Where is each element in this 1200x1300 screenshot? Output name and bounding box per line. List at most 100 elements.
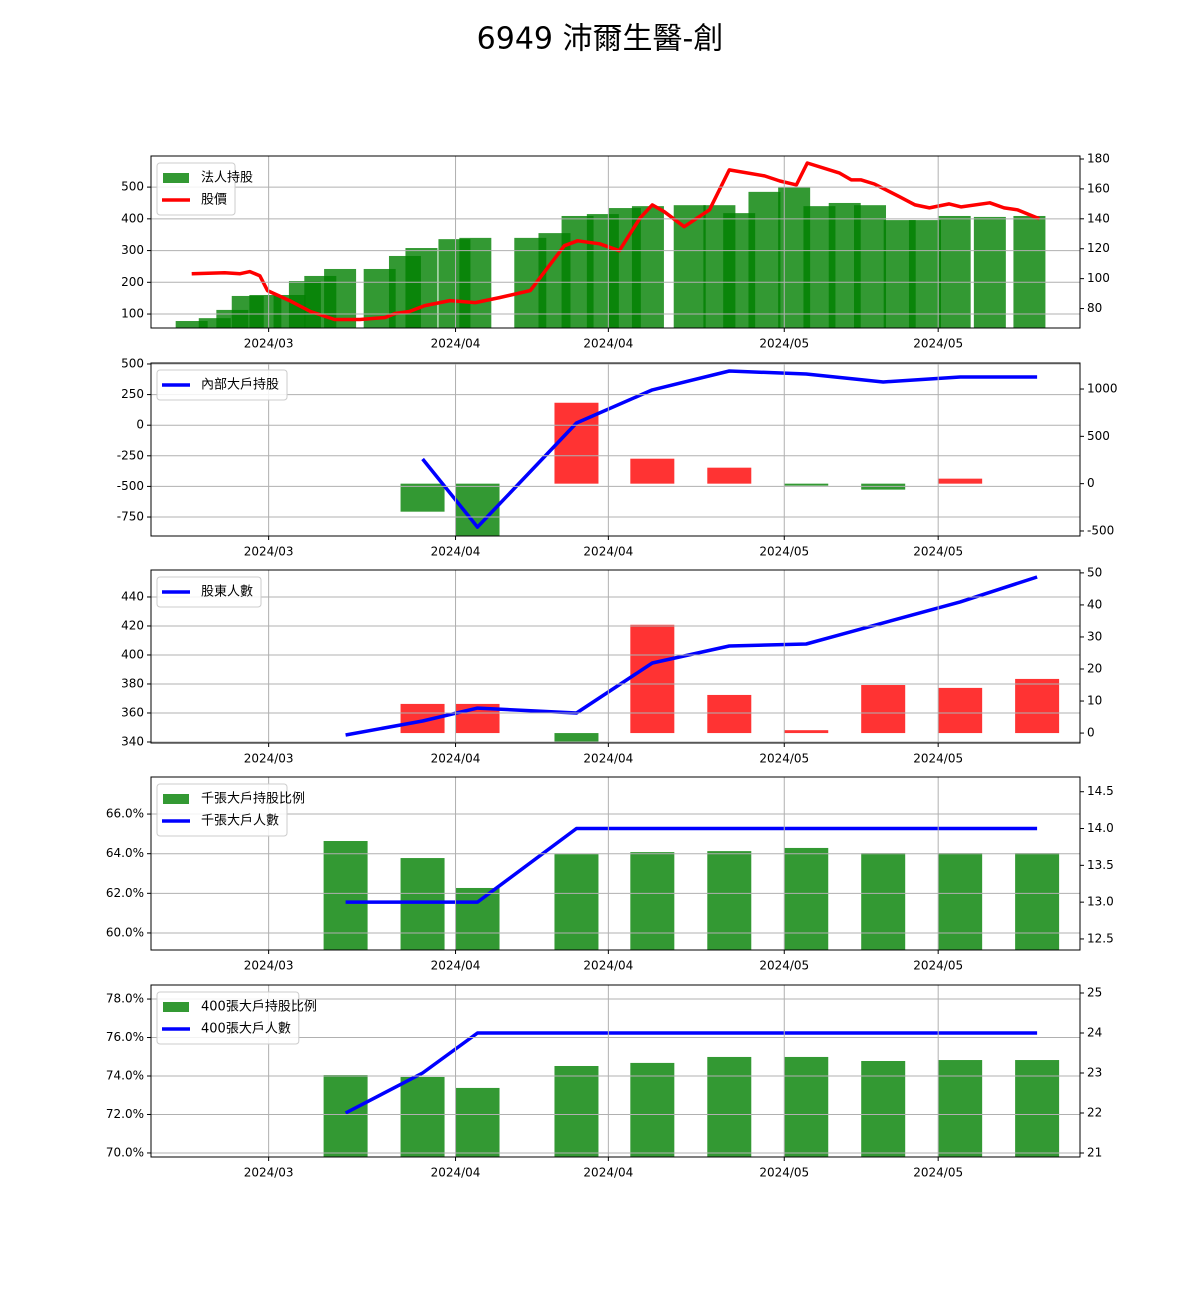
bar xyxy=(784,1056,829,1157)
y-tick-label: 380 xyxy=(121,676,144,690)
y2-tick-label: 13.0 xyxy=(1087,895,1114,909)
x-tick-label: 2024/03 xyxy=(244,752,294,766)
x-tick-label: 2024/05 xyxy=(759,1166,809,1180)
bar xyxy=(631,206,664,328)
legend-box xyxy=(156,576,262,608)
bar xyxy=(938,1060,983,1157)
bar xyxy=(1015,1060,1060,1157)
y-tick-label: 62.0% xyxy=(106,886,144,900)
axes-frame xyxy=(150,362,1081,537)
legend-swatch xyxy=(163,794,189,804)
y2-tick-label: 0 xyxy=(1087,726,1095,740)
x-tick-label: 2024/04 xyxy=(431,1166,481,1180)
bar xyxy=(908,220,941,328)
y2-tick-label: 160 xyxy=(1087,181,1110,195)
x-tick-label: 2024/04 xyxy=(431,959,481,973)
panel: 2024/03 2024/04 2024/04 2024/05 2024/05 -750 -… xyxy=(117,356,1118,558)
x-tick-label: 2024/04 xyxy=(583,337,633,351)
bar xyxy=(861,1060,906,1157)
panel: 2024/03 2024/04 2024/04 2024/05 2024/05 100 20… xyxy=(121,151,1110,350)
legend-box xyxy=(156,991,300,1045)
legend-swatch xyxy=(163,1002,189,1012)
bar xyxy=(175,321,208,328)
y-tick-label: -250 xyxy=(117,448,144,462)
bar xyxy=(748,191,781,328)
bar xyxy=(630,852,675,950)
y-tick-label: 500 xyxy=(121,180,144,194)
y2-tick-label: 21 xyxy=(1087,1146,1102,1160)
y-tick-label: 440 xyxy=(121,589,144,603)
bar xyxy=(400,1076,445,1157)
legend-label: 法人持股 xyxy=(201,171,253,186)
x-tick-label: 2024/05 xyxy=(913,1166,963,1180)
bar xyxy=(973,216,1006,328)
x-tick-label: 2024/04 xyxy=(431,752,481,766)
bar xyxy=(938,215,971,328)
y2-tick-label: 40 xyxy=(1087,597,1102,611)
legend-label: 400張大戶人數 xyxy=(201,1022,291,1037)
y2-tick-label: 12.5 xyxy=(1087,931,1114,945)
plot-area xyxy=(323,826,1060,950)
bar xyxy=(673,205,706,328)
bar xyxy=(630,624,675,734)
y2-tick-label: 14.0 xyxy=(1087,821,1114,835)
bar xyxy=(1015,853,1060,950)
x-tick-label: 2024/04 xyxy=(583,752,633,766)
bar xyxy=(323,841,368,950)
x-tick-label: 2024/03 xyxy=(244,545,294,559)
bar xyxy=(861,853,906,950)
bar xyxy=(707,467,752,484)
bar xyxy=(707,851,752,950)
legend-box xyxy=(156,783,288,837)
bar xyxy=(198,318,231,328)
bar xyxy=(1015,678,1060,734)
figure-title: 6949 沛爾生醫-創 xyxy=(477,22,724,57)
axes-frame xyxy=(150,776,1081,951)
x-tick-label: 2024/04 xyxy=(431,337,481,351)
bar xyxy=(630,458,675,484)
y-tick-label: 300 xyxy=(121,243,144,257)
y-tick-label: -500 xyxy=(117,479,144,493)
x-tick-label: 2024/04 xyxy=(431,545,481,559)
y2-tick-label: 25 xyxy=(1087,986,1102,1000)
y2-tick-label: 80 xyxy=(1087,301,1102,315)
y-tick-label: 340 xyxy=(121,734,144,748)
bar xyxy=(400,483,445,512)
axes-frame xyxy=(150,155,1081,329)
x-tick-label: 2024/05 xyxy=(913,337,963,351)
bar xyxy=(784,847,829,950)
y2-tick-label: 20 xyxy=(1087,661,1102,675)
bar xyxy=(554,733,599,743)
y-tick-label: 70.0% xyxy=(106,1145,144,1159)
bar xyxy=(455,887,500,950)
x-tick-label: 2024/05 xyxy=(759,337,809,351)
x-tick-label: 2024/05 xyxy=(759,959,809,973)
plot-area xyxy=(400,369,1038,536)
y-tick-label: 74.0% xyxy=(106,1069,144,1083)
panel: 2024/03 2024/04 2024/04 2024/05 2024/05 340 36… xyxy=(121,565,1102,765)
legend-label: 股東人數 xyxy=(201,584,253,600)
legend-label: 內部大戶持股 xyxy=(201,378,279,393)
y-tick-label: 66.0% xyxy=(106,807,144,821)
bar xyxy=(938,687,983,734)
y-tick-label: 400 xyxy=(121,211,144,225)
bar xyxy=(459,237,492,328)
bar xyxy=(707,694,752,734)
legend-label: 股價 xyxy=(201,193,227,208)
x-tick-label: 2024/03 xyxy=(244,959,294,973)
x-tick-label: 2024/05 xyxy=(913,752,963,766)
bar xyxy=(854,205,887,328)
y2-tick-label: 180 xyxy=(1087,151,1110,165)
plot-area xyxy=(175,161,1046,328)
y-tick-label: 0 xyxy=(136,418,144,432)
bar xyxy=(1013,215,1046,328)
bar xyxy=(707,1056,752,1157)
bar xyxy=(400,858,445,950)
x-tick-label: 2024/05 xyxy=(759,752,809,766)
legend-label: 400張大戶持股比例 xyxy=(201,1000,317,1015)
x-tick-label: 2024/04 xyxy=(583,959,633,973)
axes-frame xyxy=(150,569,1081,744)
y-tick-label: 100 xyxy=(121,307,144,321)
y-tick-label: 420 xyxy=(121,618,144,632)
y-tick-label: 64.0% xyxy=(106,846,144,860)
